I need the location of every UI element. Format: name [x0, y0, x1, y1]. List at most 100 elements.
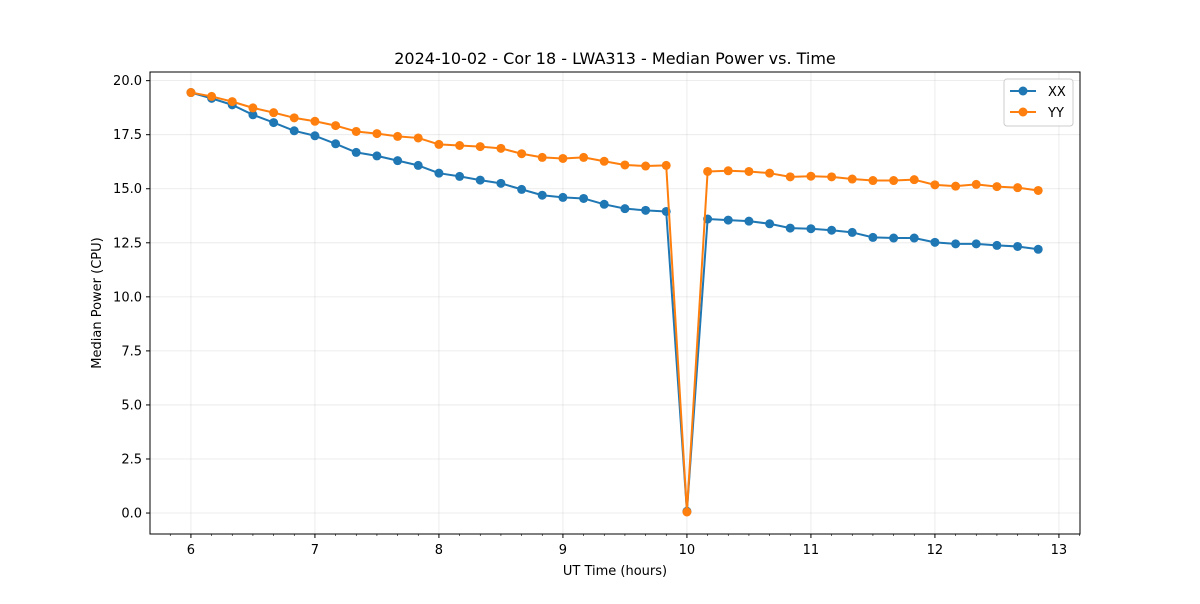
data-point-yy: [785, 172, 795, 182]
data-point-xx: [599, 199, 609, 209]
data-point-yy: [868, 176, 878, 186]
data-point-yy: [723, 166, 733, 176]
data-point-yy: [909, 175, 919, 185]
data-point-yy: [847, 174, 857, 184]
x-tick-label: 10: [679, 543, 696, 558]
data-point-yy: [661, 160, 671, 170]
data-point-yy: [1033, 185, 1043, 195]
data-point-yy: [496, 143, 506, 153]
data-point-yy: [331, 121, 341, 131]
data-point-xx: [827, 225, 837, 235]
y-tick-label: 10.0: [113, 290, 142, 305]
y-tick-label: 5.0: [121, 398, 142, 413]
y-tick-label: 7.5: [121, 344, 142, 359]
y-tick-label: 0.0: [121, 507, 142, 522]
data-point-yy: [579, 152, 589, 162]
chart-title: 2024-10-02 - Cor 18 - LWA313 - Median Po…: [394, 49, 836, 68]
data-point-yy: [434, 139, 444, 149]
data-point-yy: [806, 171, 816, 181]
data-point-yy: [682, 507, 692, 517]
y-tick-label: 15.0: [113, 182, 142, 197]
data-point-xx: [868, 232, 878, 242]
data-point-yy: [351, 126, 361, 136]
data-point-xx: [434, 168, 444, 178]
data-point-yy: [703, 166, 713, 176]
data-point-xx: [930, 237, 940, 247]
data-point-xx: [310, 131, 320, 141]
data-point-yy: [227, 97, 237, 107]
x-tick-label: 13: [1051, 543, 1068, 558]
data-point-xx: [496, 178, 506, 188]
data-point-yy: [517, 149, 527, 159]
data-point-yy: [372, 129, 382, 139]
data-point-xx: [537, 190, 547, 200]
data-point-xx: [413, 160, 423, 170]
data-point-xx: [1033, 244, 1043, 254]
legend: XX YY: [1003, 78, 1074, 127]
x-tick-label: 9: [559, 543, 567, 558]
data-point-xx: [517, 184, 527, 194]
data-point-yy: [1013, 183, 1023, 193]
data-point-xx: [971, 239, 981, 249]
data-point-xx: [579, 193, 589, 203]
data-point-yy: [889, 176, 899, 186]
x-tick-label: 12: [927, 543, 944, 558]
data-point-yy: [930, 180, 940, 190]
plot-frame: [149, 71, 1081, 535]
data-point-xx: [269, 118, 279, 128]
data-point-xx: [992, 240, 1002, 250]
axes: 6 7 8 9 10 11 12 13 0.0 2.5 5.0 7.5 10.0 12.5 15.0 17.5…: [113, 74, 1080, 558]
y-tick-label: 12.5: [113, 236, 142, 251]
legend-label-xx: XX: [1048, 85, 1066, 100]
data-point-yy: [393, 131, 403, 141]
series-layer: [186, 88, 1043, 517]
data-point-xx: [765, 219, 775, 229]
data-point-yy: [269, 108, 279, 118]
data-point-yy: [599, 156, 609, 166]
data-point-xx: [847, 227, 857, 237]
y-axis-label: Median Power (CPU): [90, 237, 105, 368]
data-point-xx: [372, 151, 382, 161]
data-point-yy: [248, 103, 258, 113]
data-point-yy: [951, 181, 961, 191]
data-point-xx: [806, 224, 816, 234]
data-point-yy: [971, 179, 981, 189]
data-point-xx: [1013, 241, 1023, 251]
data-point-yy: [641, 161, 651, 171]
data-point-xx: [620, 204, 630, 214]
grid: [150, 72, 1080, 534]
data-point-xx: [723, 215, 733, 225]
data-point-yy: [992, 182, 1002, 192]
data-point-yy: [186, 88, 196, 98]
data-point-xx: [475, 175, 485, 185]
data-point-yy: [207, 91, 217, 101]
data-point-yy: [475, 142, 485, 152]
data-point-yy: [765, 168, 775, 178]
legend-label-yy: YY: [1047, 106, 1064, 121]
data-point-yy: [620, 160, 630, 170]
data-point-yy: [744, 166, 754, 176]
data-point-xx: [455, 171, 465, 181]
legend-marker-xx: [1018, 86, 1028, 96]
y-tick-label: 17.5: [113, 128, 142, 143]
data-point-yy: [310, 116, 320, 126]
y-tick-label: 2.5: [121, 452, 142, 467]
data-point-xx: [289, 126, 299, 136]
x-tick-label: 7: [311, 543, 319, 558]
data-point-xx: [331, 139, 341, 149]
data-point-xx: [744, 216, 754, 226]
x-axis-label: UT Time (hours): [563, 564, 667, 579]
data-point-xx: [889, 233, 899, 243]
data-point-yy: [558, 153, 568, 163]
data-point-xx: [558, 192, 568, 202]
data-point-yy: [413, 133, 423, 143]
data-point-yy: [289, 113, 299, 123]
x-tick-label: 8: [435, 543, 443, 558]
x-tick-label: 6: [187, 543, 195, 558]
data-point-yy: [827, 172, 837, 182]
data-point-xx: [351, 147, 361, 157]
y-tick-label: 20.0: [113, 74, 142, 89]
